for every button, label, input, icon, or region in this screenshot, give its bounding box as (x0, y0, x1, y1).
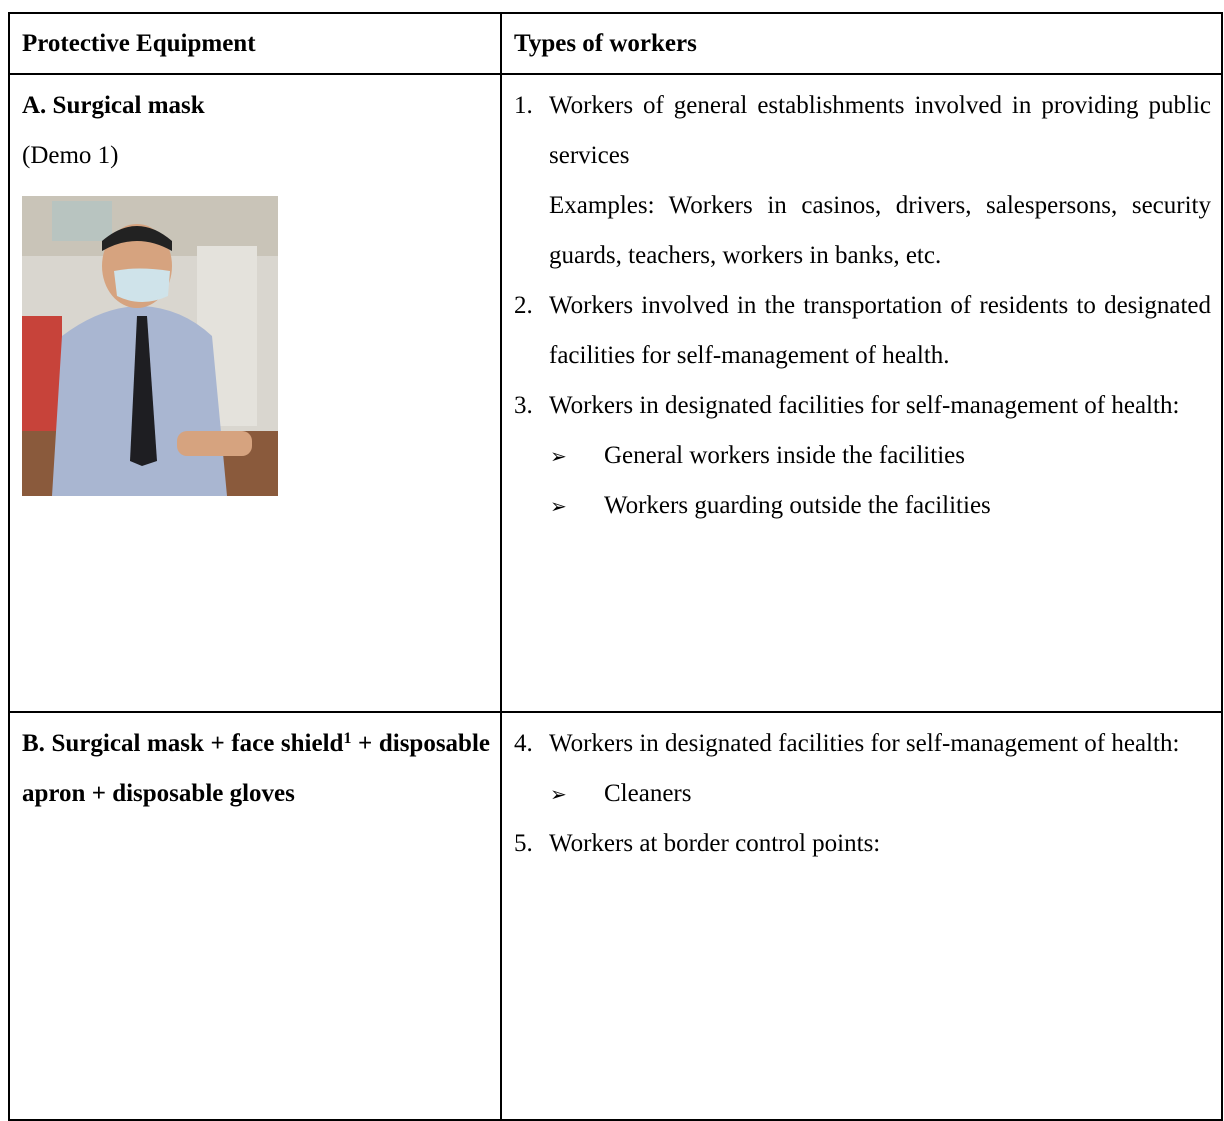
item-text: Workers in designated facilities for sel… (549, 392, 1180, 419)
equipment: B. Surgical mask + face shield1 + dispos… (22, 719, 490, 819)
item-number: 3. (514, 392, 533, 419)
list-item: 1. Workers of general establishments inv… (514, 81, 1211, 281)
table-row: B. Surgical mask + face shield1 + dispos… (8, 711, 1223, 1121)
list-item: 4. Workers in designated facilities for … (514, 719, 1211, 769)
page: Protective Equipment {"table": { "header… (0, 0, 1224, 976)
item-text: Workers of general establishments involv… (549, 92, 1211, 169)
workers-cell: 1. Workers of general establishments inv… (500, 73, 1223, 713)
header-cell: Protective Equipment (8, 12, 502, 75)
header-row: Protective Equipment Types of workers (8, 12, 1223, 75)
item-number: 1. (514, 92, 533, 119)
item-text: Workers involved in the transportation o… (549, 292, 1211, 369)
table-row: A. Surgical mask (Demo 1) 1. Workers of (8, 73, 1223, 713)
bullet-item: General workers inside the facilities (514, 431, 1211, 481)
header-cell: Types of workers (500, 12, 1223, 75)
equipment: A. Surgical mask (22, 92, 205, 119)
item-number: 4. (514, 730, 533, 757)
note: (Demo 1) (22, 142, 119, 169)
item-text: Workers in designated facilities for sel… (549, 730, 1180, 757)
item-examples: Examples: Workers in casinos, drivers, s… (549, 192, 1211, 269)
list-item: 3. Workers in designated facilities for … (514, 381, 1211, 431)
item-text: Workers at border control points: (549, 830, 881, 857)
list-item: 2. Workers involved in the transportatio… (514, 281, 1211, 381)
equipment-text: + disposable apron + disposable gloves (22, 730, 491, 807)
bullet-item: Workers guarding outside the facilities (514, 481, 1211, 531)
item-number: 5. (514, 830, 533, 857)
bullet-item: Cleaners (514, 769, 1211, 819)
list-item: 5. Workers at border control points: (514, 819, 1211, 869)
equipment-table: Protective Equipment Types of workers A.… (8, 12, 1223, 1121)
body: Protective Equipment Types of workers A.… (0, 0, 1224, 976)
equipment-text: B. Surgical mask + face shield (22, 730, 344, 757)
photo (22, 196, 278, 496)
workers-cell: 4. Workers in designated facilities for … (500, 711, 1223, 1121)
footnote-mark: 1 (343, 730, 352, 747)
equipment-cell: B. Surgical mask + face shield1 + dispos… (8, 711, 502, 1121)
equipment-cell: A. Surgical mask (Demo 1) (8, 73, 502, 713)
header-text: Types of workers (514, 30, 697, 57)
header-text: Protective Equipment (22, 30, 256, 57)
item-number: 2. (514, 292, 533, 319)
